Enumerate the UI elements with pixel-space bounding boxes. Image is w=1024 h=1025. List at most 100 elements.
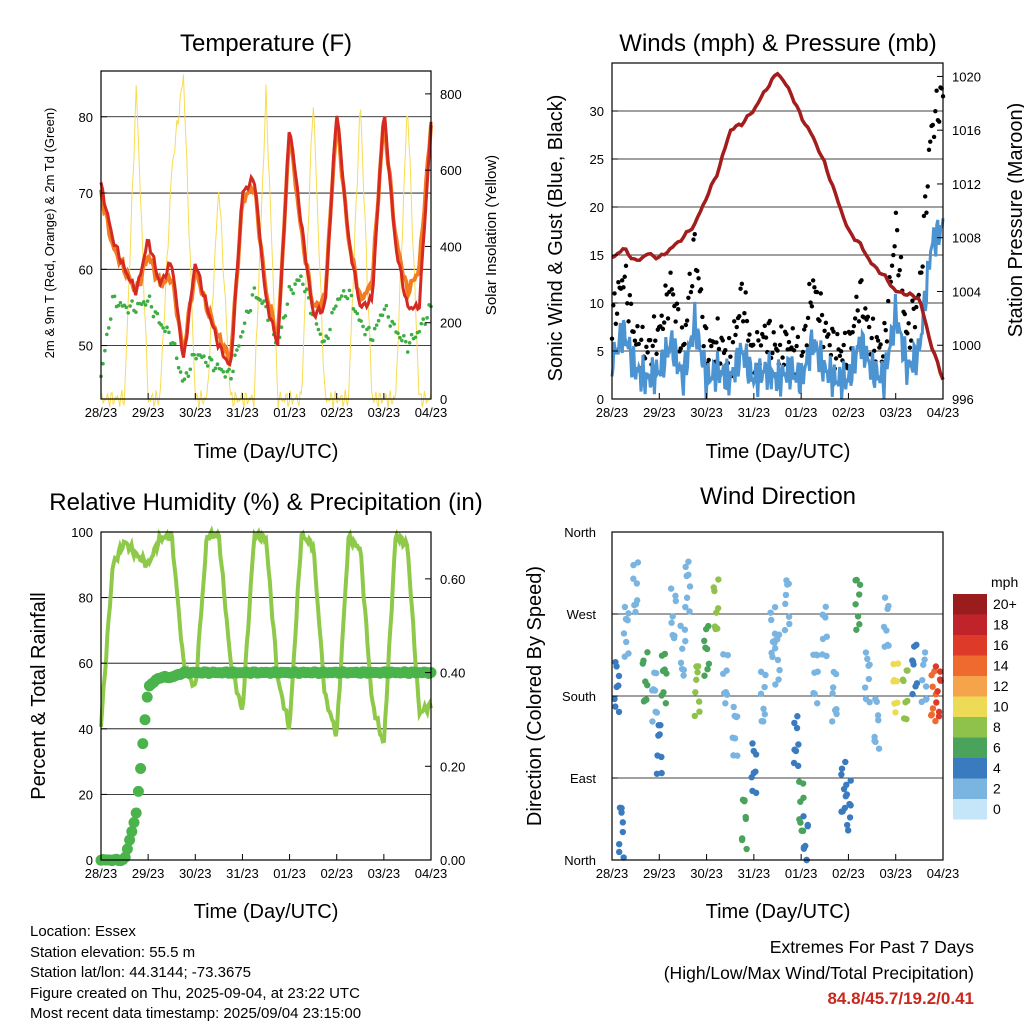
legend-swatch bbox=[953, 655, 987, 676]
gust-point bbox=[771, 330, 776, 335]
sonic-wind-line bbox=[610, 218, 945, 400]
gust-point bbox=[665, 316, 671, 321]
gust-point bbox=[644, 344, 649, 350]
direction-point bbox=[782, 600, 789, 608]
gust-point bbox=[790, 326, 795, 331]
direction-point bbox=[730, 703, 737, 711]
direction-point bbox=[633, 597, 641, 604]
gust-point bbox=[691, 237, 696, 242]
direction-point bbox=[774, 656, 782, 664]
dewpoint-point bbox=[351, 307, 356, 311]
gust-point bbox=[930, 122, 936, 128]
temperature-y2tick-label: 0 bbox=[440, 392, 447, 407]
gust-point bbox=[826, 332, 831, 337]
direction-point bbox=[819, 651, 826, 658]
gust-point bbox=[908, 338, 914, 343]
direction-point bbox=[615, 708, 623, 716]
direction-point bbox=[772, 681, 779, 688]
dewpoint-point bbox=[361, 324, 365, 329]
wind-xtick-label: 28/23 bbox=[596, 405, 629, 420]
legend-swatch bbox=[953, 594, 987, 615]
gust-point bbox=[803, 323, 808, 329]
station-pressure-series bbox=[611, 71, 945, 381]
gust-point bbox=[936, 119, 942, 124]
dewpoint-point bbox=[386, 315, 391, 319]
direction-point bbox=[856, 581, 864, 588]
solar-insolation-series bbox=[100, 74, 432, 409]
gust-point bbox=[653, 338, 658, 343]
gust-point bbox=[636, 341, 641, 347]
dewpoint-point bbox=[413, 335, 418, 340]
gust-point bbox=[688, 289, 694, 295]
direction-point bbox=[794, 713, 801, 720]
dewpoint-point bbox=[215, 362, 220, 367]
pressure-y2tick-label: 1000 bbox=[952, 338, 981, 353]
dewpoint-point bbox=[163, 329, 167, 334]
direction-point bbox=[911, 643, 918, 650]
gust-point bbox=[628, 301, 634, 307]
legend-swatch bbox=[953, 799, 987, 820]
direction-gridlines bbox=[612, 613, 943, 779]
direction-point bbox=[881, 594, 889, 601]
gust-point bbox=[794, 343, 799, 349]
extremes-values: 84.8/45.7/19.2/0.41 bbox=[827, 989, 974, 1008]
direction-xtick-label: 30/23 bbox=[690, 866, 723, 881]
direction-point bbox=[711, 587, 718, 595]
gust-point bbox=[640, 324, 645, 330]
direction-point bbox=[685, 558, 692, 565]
gust-point bbox=[663, 283, 668, 288]
humidity-xtick-label: 30/23 bbox=[179, 866, 212, 881]
gust-point bbox=[622, 274, 627, 279]
direction-point bbox=[843, 781, 850, 789]
dewpoint-point bbox=[252, 286, 257, 290]
direction-point bbox=[798, 827, 805, 834]
direction-ytick-label: West bbox=[567, 607, 597, 622]
dewpoint-point bbox=[367, 325, 371, 330]
temperature-xtick-label: 03/23 bbox=[368, 405, 401, 420]
temperature-2m-line bbox=[99, 115, 433, 367]
gust-point bbox=[805, 315, 811, 321]
direction-point bbox=[828, 718, 836, 725]
direction-point bbox=[750, 769, 757, 777]
gust-point bbox=[780, 355, 785, 360]
direction-point bbox=[630, 575, 637, 582]
direction-point bbox=[903, 667, 910, 674]
legend-label: 14 bbox=[993, 658, 1009, 674]
direction-point bbox=[922, 696, 929, 703]
temperature-y2tick-label: 200 bbox=[440, 316, 462, 331]
dewpoint-point bbox=[221, 369, 226, 374]
direction-ytick-label: North bbox=[564, 853, 596, 868]
dewpoint-point bbox=[289, 287, 294, 292]
direction-point bbox=[839, 808, 846, 815]
gust-point bbox=[631, 329, 636, 335]
dewpoint-point bbox=[192, 352, 196, 357]
direction-xtick-label: 29/23 bbox=[643, 866, 676, 881]
pressure-y2tick-label: 1016 bbox=[952, 123, 981, 138]
dewpoint-point bbox=[231, 369, 235, 374]
direction-point bbox=[903, 715, 910, 723]
gust-point bbox=[619, 278, 625, 283]
dewpoint-point bbox=[372, 326, 377, 331]
temperature-ticks: 28/23 29/23 30/23 31/23 01/23 02/23 03/23 04/23… bbox=[79, 87, 462, 420]
gust-point bbox=[740, 319, 746, 324]
precipitation-y2tick-label: 0.60 bbox=[440, 572, 465, 587]
humidity-gridlines bbox=[101, 597, 431, 795]
gust-point bbox=[822, 328, 827, 334]
gust-point bbox=[852, 316, 858, 321]
dewpoint-point bbox=[287, 284, 292, 289]
gust-point bbox=[837, 353, 843, 358]
direction-point bbox=[658, 652, 666, 659]
legend-swatch bbox=[953, 737, 987, 758]
direction-point bbox=[672, 592, 679, 600]
direction-point bbox=[621, 603, 629, 611]
direction-point bbox=[722, 700, 729, 707]
direction-point bbox=[671, 632, 678, 640]
gust-point bbox=[627, 292, 633, 298]
gust-point bbox=[920, 264, 925, 269]
gust-point bbox=[874, 335, 879, 340]
gust-point bbox=[758, 343, 764, 348]
direction-point bbox=[615, 672, 623, 680]
direction-point bbox=[668, 619, 675, 626]
temperature-plot-frame bbox=[100, 70, 432, 400]
gust-point bbox=[690, 284, 695, 289]
